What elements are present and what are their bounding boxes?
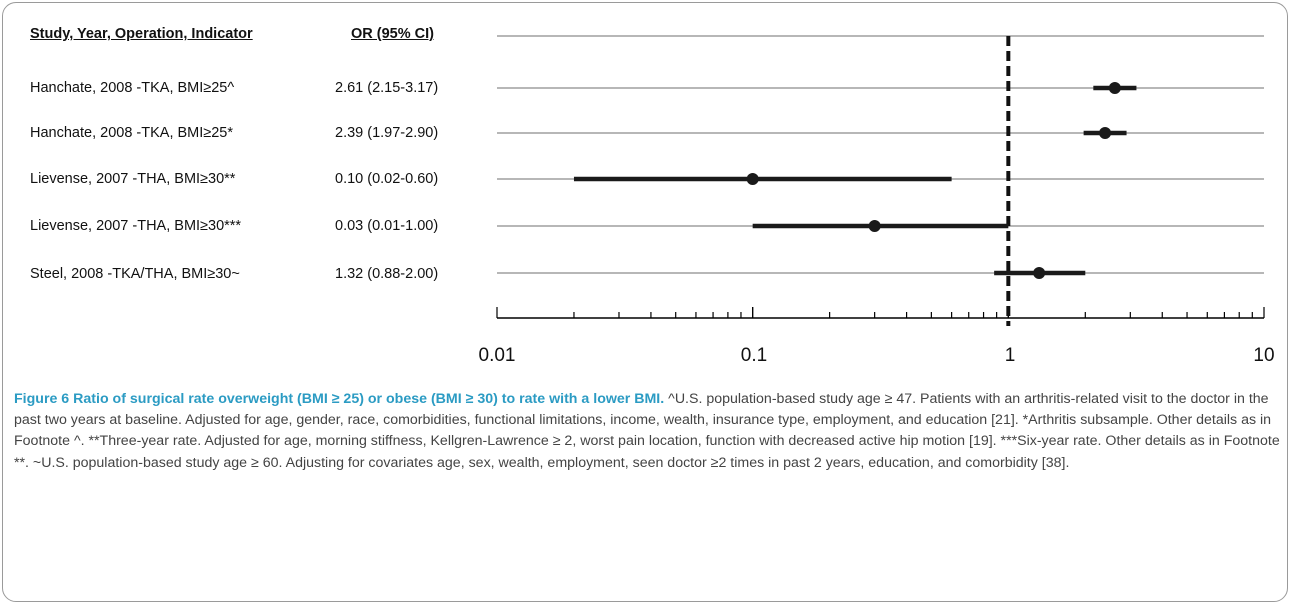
point-estimate [1033, 267, 1046, 279]
caption-label: Figure 6 [14, 391, 70, 407]
caption-title: Ratio of surgical rate overweight (BMI ≥… [73, 391, 665, 407]
study-label: Lievense, 2007 -THA, BMI≥30** [30, 171, 236, 187]
x-tick-label: 10 [1253, 345, 1275, 366]
ci-value: 2.61 (2.15-3.17) [335, 80, 439, 96]
or-column-header: OR (95% CI) [351, 26, 434, 42]
forest-plot [496, 35, 1265, 326]
study-label: Lievense, 2007 -THA, BMI≥30*** [30, 218, 242, 234]
study-label: Hanchate, 2008 -TKA, BMI≥25* [30, 125, 234, 141]
x-tick-label: 0.01 [478, 345, 516, 366]
point-estimate [868, 220, 881, 232]
ci-value: 2.39 (1.97-2.90) [335, 125, 439, 141]
ci-value: 0.10 (0.02-0.60) [335, 171, 439, 187]
figure-caption: Figure 6 Ratio of surgical rate overweig… [14, 389, 1282, 474]
ci-value: 0.03 (0.01-1.00) [335, 218, 439, 234]
x-tick-label: 0.1 [740, 345, 768, 366]
study-column-header: Study, Year, Operation, Indicator [30, 26, 253, 42]
study-label: Hanchate, 2008 -TKA, BMI≥25^ [30, 80, 235, 96]
point-estimate [1099, 127, 1112, 139]
point-estimate [746, 173, 759, 185]
point-estimate [1108, 82, 1121, 94]
study-label: Steel, 2008 -TKA/THA, BMI≥30~ [30, 266, 240, 282]
caption-text: ^U.S. population-based study age ≥ 47. P… [14, 391, 1280, 471]
ci-value: 1.32 (0.88-2.00) [335, 266, 439, 282]
x-tick-label: 1 [1004, 345, 1016, 366]
